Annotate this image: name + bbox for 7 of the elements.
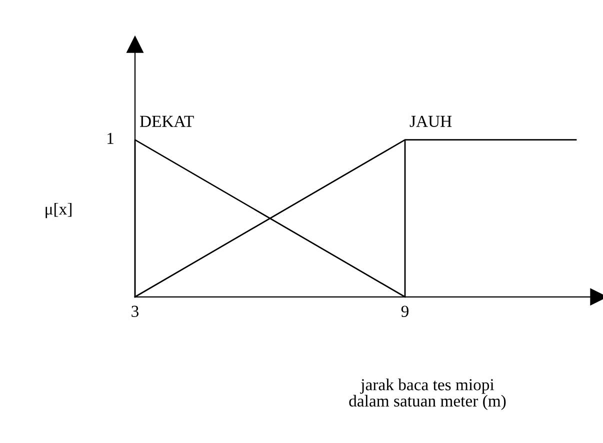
series-label: JAUH — [410, 116, 452, 127]
series-label: DEKAT — [140, 116, 194, 127]
x-tick-label: 9 — [401, 306, 408, 317]
y-axis-title: μ[x] — [46, 202, 72, 218]
x-axis-title: jarak baca tes miopi dalam satuan meter (m) — [349, 378, 506, 410]
x-tick-label: 3 — [132, 306, 139, 317]
annotation: 1 — [108, 132, 114, 144]
